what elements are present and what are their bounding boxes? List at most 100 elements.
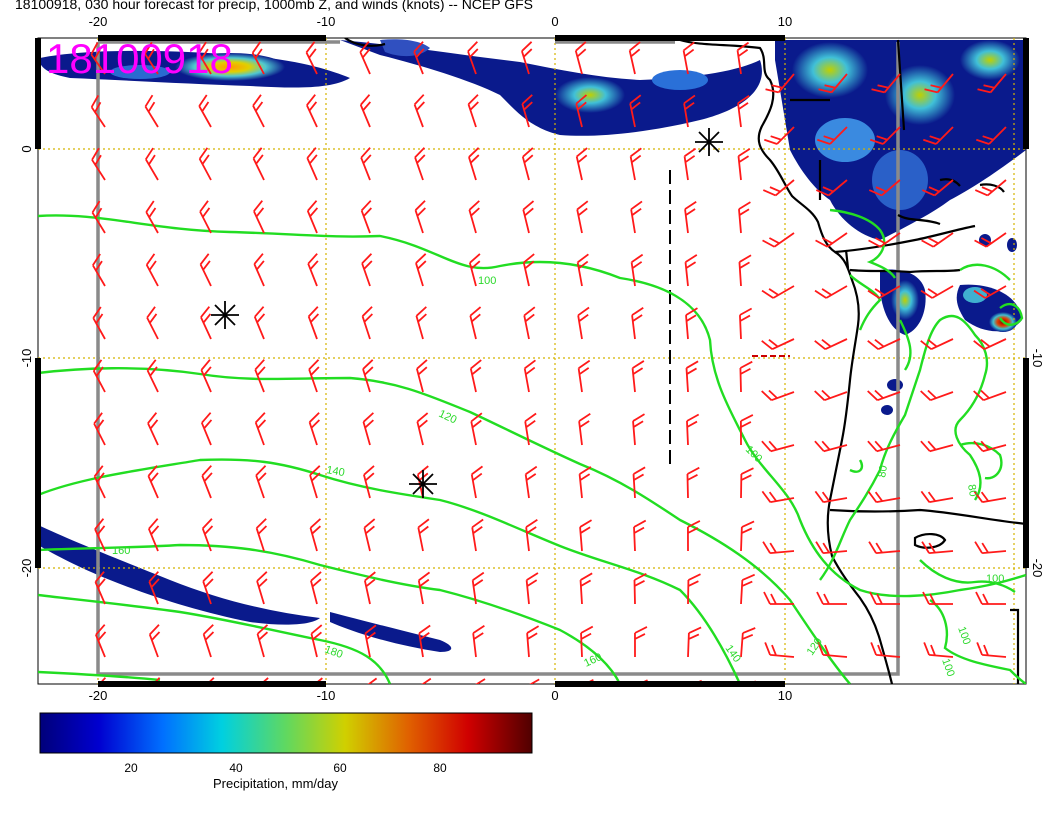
wind-barb xyxy=(921,232,954,248)
wind-barb xyxy=(306,200,319,234)
wind-barb xyxy=(974,179,1007,197)
wind-barb xyxy=(575,94,588,128)
wind-barb xyxy=(305,41,318,75)
wind-barb xyxy=(686,413,700,446)
wind-barb xyxy=(870,642,901,658)
wind-barb xyxy=(765,73,795,94)
wind-barb xyxy=(199,253,212,287)
domain-box xyxy=(96,40,900,676)
wind-barb xyxy=(201,465,213,499)
wind-barb xyxy=(525,572,539,605)
wind-barb xyxy=(91,200,106,234)
wind-barb xyxy=(524,465,538,499)
left-tick: 0 xyxy=(19,145,34,152)
wind-barb xyxy=(633,519,647,552)
wind-barb xyxy=(763,591,794,605)
wind-barb xyxy=(683,94,696,128)
wind-barb xyxy=(762,232,795,248)
wind-barb xyxy=(364,677,378,684)
wind-barb xyxy=(576,200,589,234)
wind-barb xyxy=(472,678,486,684)
wind-barb xyxy=(256,571,268,605)
wind-barb xyxy=(524,412,537,446)
wind-barb xyxy=(468,200,480,234)
wind-barb xyxy=(817,126,848,145)
wind-barb xyxy=(92,359,106,393)
wind-barb xyxy=(361,306,373,340)
wind-barb xyxy=(814,389,848,402)
wind-barb xyxy=(631,307,644,340)
wind-barb xyxy=(814,490,848,504)
wind-barb xyxy=(521,41,533,75)
wind-barb xyxy=(468,253,481,287)
wind-barb xyxy=(577,359,591,393)
contour-label: 100 xyxy=(939,657,957,678)
wind-barb xyxy=(253,200,265,234)
wind-barb xyxy=(921,541,954,554)
wind-barb xyxy=(814,338,848,350)
wind-barb xyxy=(976,693,1008,710)
wind-barb xyxy=(308,359,320,393)
bottom-tick: -10 xyxy=(317,688,336,703)
wind-barb xyxy=(252,147,265,181)
wind-barb xyxy=(686,466,700,499)
wind-barb xyxy=(924,73,954,94)
wind-barb xyxy=(309,518,322,552)
wind-barb xyxy=(575,147,588,181)
wind-barb xyxy=(145,253,159,287)
precip-area xyxy=(887,379,903,391)
wind-barb xyxy=(817,693,849,710)
wind-barb xyxy=(739,307,753,340)
wind-barb xyxy=(738,254,752,287)
wind-barb xyxy=(814,285,848,299)
right-tick: -20 xyxy=(1030,559,1045,578)
wind-barb xyxy=(814,440,848,453)
wind-barb xyxy=(363,465,375,499)
wind-barb xyxy=(471,571,485,605)
map-content: 100 120 140 160 180 160 140 120 100 80 1… xyxy=(38,38,1026,710)
wind-barb xyxy=(306,94,318,128)
wind-barb xyxy=(413,41,425,75)
wind-barb xyxy=(738,201,751,234)
wind-barb xyxy=(920,338,954,350)
wind-barb xyxy=(469,359,482,393)
wind-barb xyxy=(868,179,901,197)
wind-barb xyxy=(413,94,425,128)
wind-barb xyxy=(579,519,593,552)
wind-barb xyxy=(634,626,648,658)
precip-area xyxy=(380,39,430,57)
top-tick: -10 xyxy=(317,14,336,29)
wind-barb xyxy=(526,625,540,658)
colorbar-tick: 80 xyxy=(433,761,447,775)
date-stamp: 18100918 xyxy=(46,35,233,82)
wind-barb xyxy=(974,541,1007,554)
precip-core xyxy=(555,77,625,113)
wind-barb xyxy=(415,306,427,340)
wind-barb xyxy=(685,360,699,393)
wind-barb xyxy=(630,200,643,234)
wind-barb xyxy=(973,338,1007,350)
wind-barb xyxy=(574,41,587,75)
wind-barb xyxy=(309,465,321,499)
right-tick: -10 xyxy=(1030,349,1045,368)
wind-barb xyxy=(202,571,214,605)
wind-barb xyxy=(93,412,106,446)
right-axis: -10 -20 xyxy=(1030,349,1045,578)
contour-label: 160 xyxy=(112,545,130,557)
frame-tick-bars xyxy=(35,35,1029,687)
wind-barb xyxy=(632,413,645,446)
wind-barb xyxy=(144,41,159,75)
asterisk-marker-icon xyxy=(409,470,437,498)
wind-barb xyxy=(920,440,954,453)
left-axis: 0 -10 -20 xyxy=(19,145,34,577)
wind-barb xyxy=(94,518,106,552)
wind-barb xyxy=(94,571,106,605)
wind-barb xyxy=(306,147,318,181)
asterisk-marker-icon xyxy=(211,301,239,329)
wind-barb xyxy=(576,253,589,287)
precip-area xyxy=(340,40,762,136)
wind-barb xyxy=(920,490,954,504)
wind-barb xyxy=(633,572,647,605)
wind-barb xyxy=(200,412,213,446)
